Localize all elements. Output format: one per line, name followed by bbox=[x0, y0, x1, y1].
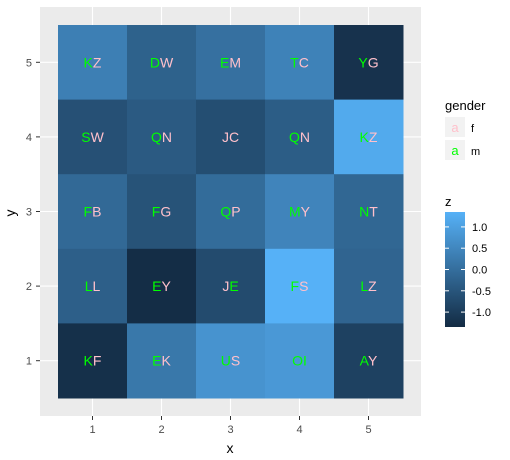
heatmap-cell bbox=[196, 99, 266, 175]
heatmap-cell bbox=[334, 174, 404, 250]
axes: 1 2 3 4 5 1 2 3 4 5 bbox=[26, 57, 372, 436]
cell-label: QN bbox=[151, 129, 172, 145]
heatmap-cell bbox=[334, 25, 404, 101]
cell-label: FB bbox=[84, 204, 102, 220]
heatmap-cell bbox=[127, 174, 197, 250]
y-tick-label: 1 bbox=[26, 356, 32, 368]
heatmap-cell bbox=[265, 25, 335, 101]
y-tick-label: 5 bbox=[26, 57, 32, 69]
legend-key-glyph: a bbox=[451, 120, 459, 135]
cell-label: EK bbox=[152, 353, 171, 369]
heatmap-cells bbox=[58, 25, 404, 399]
cell-label: JE bbox=[222, 278, 238, 294]
y-tick-label: 2 bbox=[26, 281, 32, 293]
cell-label: AY bbox=[360, 353, 378, 369]
heatmap-cell bbox=[58, 323, 128, 399]
cell-label: TC bbox=[290, 54, 309, 70]
colorbar-label: -1.0 bbox=[472, 307, 491, 319]
cell-label: KF bbox=[84, 353, 102, 369]
heatmap-cell bbox=[265, 248, 335, 324]
cell-label: FG bbox=[152, 204, 171, 220]
legend-entry-label: f bbox=[471, 123, 475, 135]
cell-label: DW bbox=[150, 54, 174, 70]
heatmap-cell bbox=[334, 323, 404, 399]
gender-legend-title: gender bbox=[445, 98, 486, 113]
colorbar-label: 1.0 bbox=[472, 222, 487, 234]
heatmap-cell bbox=[127, 99, 197, 175]
cell-label: SW bbox=[81, 129, 104, 145]
heatmap-cell bbox=[196, 323, 266, 399]
cell-label: QN bbox=[289, 129, 310, 145]
legend-key-box bbox=[445, 117, 465, 137]
heatmap-cell bbox=[127, 323, 197, 399]
x-axis-title: x bbox=[227, 440, 234, 456]
cell-label: US bbox=[221, 353, 240, 369]
cell-labels: KZ DW EM TC YG SW QN JC QN KZ FB FG QP MY NT LL EY JE FS LZ… bbox=[81, 54, 378, 368]
x-tick-label: 1 bbox=[89, 424, 95, 436]
x-tick-label: 4 bbox=[296, 424, 302, 436]
heatmap-cell bbox=[334, 99, 404, 175]
x-tick-label: 5 bbox=[365, 424, 371, 436]
cell-label: EM bbox=[220, 54, 241, 70]
gender-legend: gender a fa m bbox=[445, 98, 486, 160]
y-tick-label: 3 bbox=[26, 207, 32, 219]
heatmap-cell bbox=[58, 174, 128, 250]
heatmap-cell bbox=[58, 25, 128, 101]
cell-label: EY bbox=[152, 278, 171, 294]
heatmap-cell bbox=[265, 323, 335, 399]
legend-key-glyph: a bbox=[451, 143, 459, 158]
heatmap-cell bbox=[58, 248, 128, 324]
colorbar bbox=[445, 212, 465, 327]
cell-label: FS bbox=[291, 278, 309, 294]
cell-label: QP bbox=[220, 204, 240, 220]
y-axis-title: y bbox=[2, 210, 18, 217]
cell-label: KZ bbox=[84, 54, 102, 70]
legend-entry-label: m bbox=[471, 146, 480, 158]
y-tick-label: 4 bbox=[26, 132, 32, 144]
heatmap-cell bbox=[58, 99, 128, 175]
colorbar-label: -0.5 bbox=[472, 286, 491, 298]
heatmap-cell bbox=[127, 248, 197, 324]
cell-label: KZ bbox=[360, 129, 378, 145]
heatmap-cell bbox=[196, 25, 266, 101]
colorbar-label: 0.5 bbox=[472, 243, 487, 255]
cell-label: JC bbox=[222, 129, 239, 145]
heatmap-cell bbox=[127, 25, 197, 101]
x-tick-label: 3 bbox=[227, 424, 233, 436]
cell-label: LZ bbox=[360, 278, 377, 294]
cell-label: LL bbox=[85, 278, 101, 294]
cell-label: YG bbox=[358, 54, 378, 70]
colorbar-label: 0.0 bbox=[472, 265, 487, 277]
fill-legend-title: z bbox=[445, 194, 452, 209]
cell-label: MY bbox=[289, 204, 311, 220]
heatmap-cell bbox=[196, 174, 266, 250]
heatmap-cell bbox=[265, 99, 335, 175]
heatmap-cell bbox=[196, 248, 266, 324]
cell-label: NT bbox=[359, 204, 378, 220]
legend-key-box bbox=[445, 140, 465, 160]
cell-label: OI bbox=[292, 353, 307, 369]
heatmap-cell bbox=[334, 248, 404, 324]
x-tick-label: 2 bbox=[158, 424, 164, 436]
heatmap-cell bbox=[265, 174, 335, 250]
fill-legend: z 1.0 0.5 0.0 -0.5 -1.0 bbox=[445, 194, 491, 327]
